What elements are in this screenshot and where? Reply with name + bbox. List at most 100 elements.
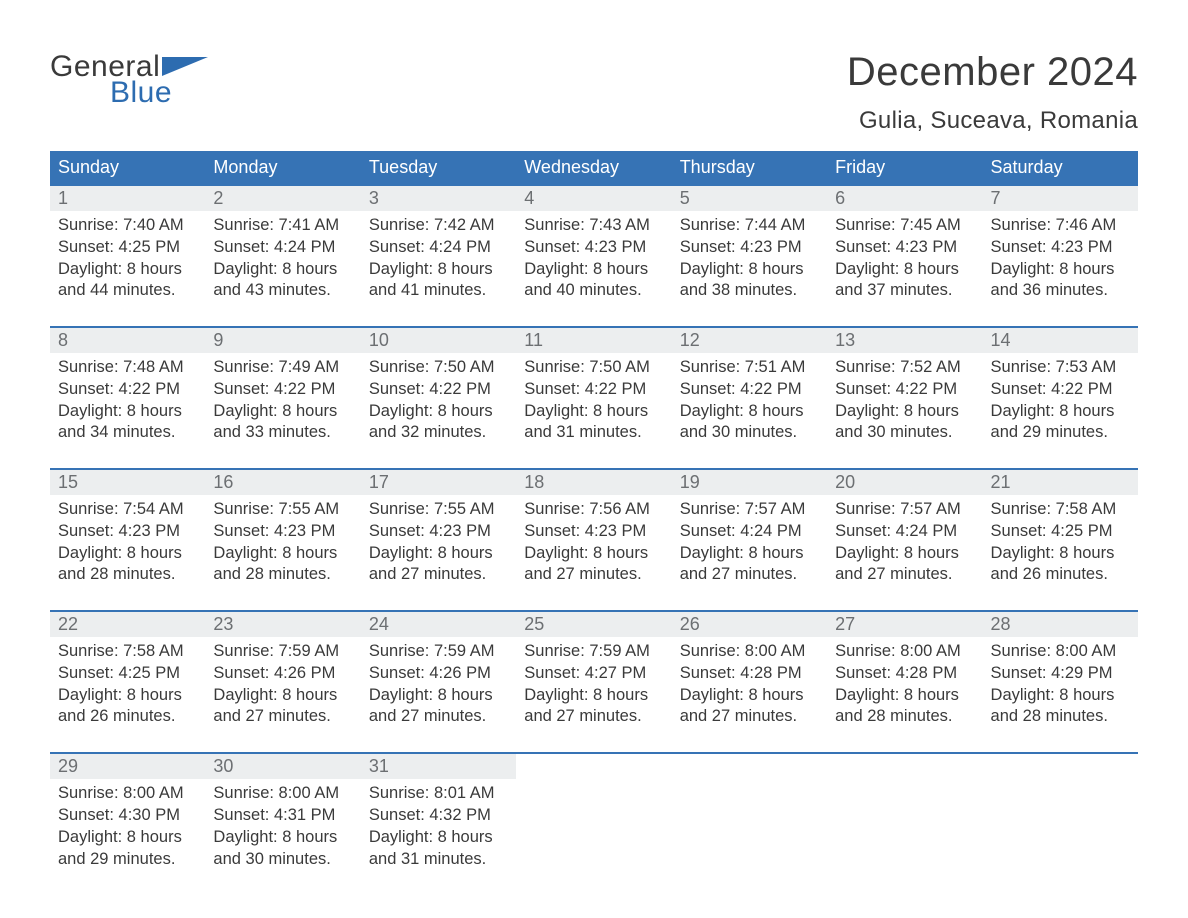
day-d1: Daylight: 8 hours [213,543,352,565]
day-d1: Daylight: 8 hours [991,685,1130,707]
day-sunrise: Sunrise: 7:43 AM [524,215,663,237]
logo-blue-text: Blue [110,76,172,110]
daynum-wrap: 2 [205,186,360,211]
day-number: 29 [58,756,197,777]
day-sunrise: Sunrise: 7:55 AM [213,499,352,521]
day-number: 19 [680,472,819,493]
day-d1: Daylight: 8 hours [369,543,508,565]
day-sunset: Sunset: 4:32 PM [369,805,508,827]
week-row: 1Sunrise: 7:40 AMSunset: 4:25 PMDaylight… [50,184,1138,314]
day-sunrise: Sunrise: 7:55 AM [369,499,508,521]
day-body: Sunrise: 7:51 AMSunset: 4:22 PMDaylight:… [672,353,827,444]
dow-header-row: SundayMondayTuesdayWednesdayThursdayFrid… [50,151,1138,184]
day-sunrise: Sunrise: 7:59 AM [213,641,352,663]
day-d1: Daylight: 8 hours [369,401,508,423]
header: General Blue December 2024 Gulia, Suceav… [50,50,1138,135]
day-sunrise: Sunrise: 8:00 AM [835,641,974,663]
day-sunset: Sunset: 4:23 PM [369,521,508,543]
week-row: 22Sunrise: 7:58 AMSunset: 4:25 PMDayligh… [50,610,1138,740]
day-body: Sunrise: 7:53 AMSunset: 4:22 PMDaylight:… [983,353,1138,444]
day-d1: Daylight: 8 hours [58,685,197,707]
day-number: 26 [680,614,819,635]
day-body: Sunrise: 7:54 AMSunset: 4:23 PMDaylight:… [50,495,205,586]
day-sunset: Sunset: 4:25 PM [991,521,1130,543]
day-d2: and 31 minutes. [369,849,508,871]
day-d1: Daylight: 8 hours [524,543,663,565]
day-sunrise: Sunrise: 8:00 AM [680,641,819,663]
day-sunrise: Sunrise: 7:57 AM [680,499,819,521]
daynum-wrap: 13 [827,328,982,353]
day-d2: and 29 minutes. [58,849,197,871]
day-cell: 12Sunrise: 7:51 AMSunset: 4:22 PMDayligh… [672,328,827,456]
day-number: 18 [524,472,663,493]
day-cell [516,754,671,882]
day-d1: Daylight: 8 hours [369,827,508,849]
day-number: 28 [991,614,1130,635]
day-sunrise: Sunrise: 7:56 AM [524,499,663,521]
daynum-wrap: 6 [827,186,982,211]
day-cell: 4Sunrise: 7:43 AMSunset: 4:23 PMDaylight… [516,186,671,314]
day-body: Sunrise: 7:56 AMSunset: 4:23 PMDaylight:… [516,495,671,586]
day-cell: 6Sunrise: 7:45 AMSunset: 4:23 PMDaylight… [827,186,982,314]
day-cell [983,754,1138,882]
daynum-wrap [672,754,827,779]
daynum-wrap: 16 [205,470,360,495]
day-sunset: Sunset: 4:27 PM [524,663,663,685]
day-body: Sunrise: 8:00 AMSunset: 4:28 PMDaylight:… [827,637,982,728]
day-number [835,756,974,777]
day-number: 3 [369,188,508,209]
dow-cell: Thursday [672,151,827,184]
daynum-wrap: 7 [983,186,1138,211]
day-d2: and 28 minutes. [835,706,974,728]
day-d2: and 27 minutes. [524,564,663,586]
day-body: Sunrise: 7:59 AMSunset: 4:26 PMDaylight:… [205,637,360,728]
day-d1: Daylight: 8 hours [369,685,508,707]
day-body: Sunrise: 7:40 AMSunset: 4:25 PMDaylight:… [50,211,205,302]
daynum-wrap: 1 [50,186,205,211]
daynum-wrap: 15 [50,470,205,495]
day-cell: 27Sunrise: 8:00 AMSunset: 4:28 PMDayligh… [827,612,982,740]
day-cell: 14Sunrise: 7:53 AMSunset: 4:22 PMDayligh… [983,328,1138,456]
day-body: Sunrise: 7:49 AMSunset: 4:22 PMDaylight:… [205,353,360,444]
daynum-wrap: 30 [205,754,360,779]
day-d2: and 27 minutes. [680,706,819,728]
day-number: 2 [213,188,352,209]
day-sunset: Sunset: 4:23 PM [680,237,819,259]
dow-cell: Sunday [50,151,205,184]
day-d1: Daylight: 8 hours [835,259,974,281]
day-sunset: Sunset: 4:28 PM [835,663,974,685]
day-sunrise: Sunrise: 7:53 AM [991,357,1130,379]
day-d1: Daylight: 8 hours [213,401,352,423]
day-body: Sunrise: 7:55 AMSunset: 4:23 PMDaylight:… [361,495,516,586]
week-row: 8Sunrise: 7:48 AMSunset: 4:22 PMDaylight… [50,326,1138,456]
dow-cell: Saturday [983,151,1138,184]
day-body: Sunrise: 7:50 AMSunset: 4:22 PMDaylight:… [361,353,516,444]
day-cell: 25Sunrise: 7:59 AMSunset: 4:27 PMDayligh… [516,612,671,740]
day-d2: and 37 minutes. [835,280,974,302]
day-body: Sunrise: 7:43 AMSunset: 4:23 PMDaylight:… [516,211,671,302]
day-sunset: Sunset: 4:23 PM [58,521,197,543]
day-cell: 28Sunrise: 8:00 AMSunset: 4:29 PMDayligh… [983,612,1138,740]
day-body: Sunrise: 8:01 AMSunset: 4:32 PMDaylight:… [361,779,516,870]
daynum-wrap: 17 [361,470,516,495]
day-body: Sunrise: 7:55 AMSunset: 4:23 PMDaylight:… [205,495,360,586]
day-sunset: Sunset: 4:28 PM [680,663,819,685]
day-sunrise: Sunrise: 7:58 AM [991,499,1130,521]
day-sunrise: Sunrise: 7:49 AM [213,357,352,379]
day-number: 13 [835,330,974,351]
daynum-wrap [827,754,982,779]
day-body: Sunrise: 8:00 AMSunset: 4:30 PMDaylight:… [50,779,205,870]
day-number: 7 [991,188,1130,209]
day-number [680,756,819,777]
day-sunset: Sunset: 4:22 PM [369,379,508,401]
day-d2: and 43 minutes. [213,280,352,302]
daynum-wrap: 29 [50,754,205,779]
daynum-wrap: 23 [205,612,360,637]
day-d1: Daylight: 8 hours [991,543,1130,565]
day-d2: and 27 minutes. [369,564,508,586]
daynum-wrap: 20 [827,470,982,495]
day-body: Sunrise: 8:00 AMSunset: 4:29 PMDaylight:… [983,637,1138,728]
day-body: Sunrise: 7:41 AMSunset: 4:24 PMDaylight:… [205,211,360,302]
dow-cell: Friday [827,151,982,184]
day-d2: and 27 minutes. [835,564,974,586]
